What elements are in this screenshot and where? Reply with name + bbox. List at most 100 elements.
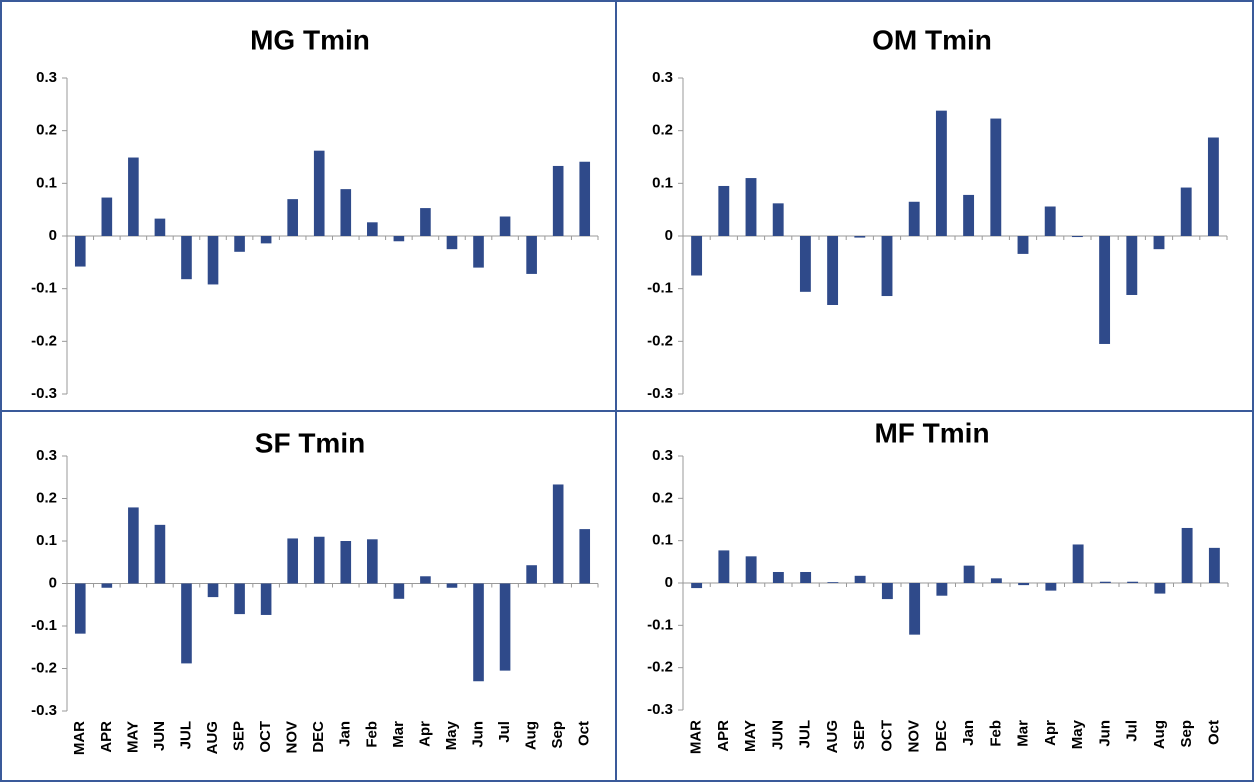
x-tick-label: May: [1069, 719, 1086, 749]
bar: [1153, 236, 1165, 250]
x-tick-label: Aug: [1151, 720, 1168, 749]
x-tick-label: JUN: [769, 720, 786, 750]
bar: [827, 582, 839, 583]
bar: [1099, 236, 1111, 344]
bar: [1207, 137, 1219, 236]
bar: [909, 583, 921, 635]
bar: [420, 208, 431, 236]
y-tick-label: -0.3: [647, 385, 673, 402]
bar: [881, 236, 893, 297]
x-tick-label: Sep: [549, 721, 566, 749]
bar: [499, 583, 511, 671]
bar: [854, 575, 866, 583]
x-tick-label: JUN: [151, 721, 168, 751]
y-tick-label: 0: [665, 574, 673, 591]
bar: [499, 216, 511, 236]
x-tick-label: MAR: [688, 720, 705, 754]
bar: [101, 197, 113, 236]
bar: [207, 236, 219, 285]
bar: [691, 583, 703, 589]
y-tick-label: -0.1: [647, 616, 673, 633]
y-tick-label: -0.2: [647, 659, 673, 676]
bar: [367, 539, 378, 584]
bar: [446, 236, 458, 250]
bar: [1017, 236, 1029, 254]
bar: [367, 222, 378, 236]
chart-title: SF Tmin: [255, 427, 365, 458]
y-tick-label: -0.1: [31, 617, 57, 634]
bar: [287, 199, 298, 236]
bar: [101, 583, 113, 588]
x-tick-label: Sep: [1178, 720, 1195, 748]
bar: [1099, 581, 1111, 583]
x-tick-label: DEC: [933, 720, 950, 752]
x-tick-label: Jul: [496, 721, 513, 743]
bar: [799, 236, 811, 292]
y-tick-label: -0.1: [647, 280, 673, 297]
y-tick-label: 0.3: [652, 69, 673, 86]
y-tick-label: 0.1: [652, 174, 673, 191]
bar: [552, 165, 564, 236]
x-tick-label: Jun: [469, 721, 486, 748]
x-tick-label: Apr: [416, 721, 433, 747]
x-tick-label: Feb: [363, 721, 380, 748]
bar: [128, 157, 139, 236]
x-tick-label: SEP: [851, 720, 868, 750]
bar: [854, 236, 866, 238]
bar: [745, 556, 757, 583]
bar: [772, 203, 784, 236]
bar: [313, 536, 325, 584]
x-tick-label: Jan: [960, 720, 977, 746]
bar: [74, 236, 86, 267]
bar: [579, 161, 591, 236]
x-tick-label: DEC: [310, 721, 327, 753]
chart-title: MG Tmin: [250, 24, 370, 55]
bar: [393, 236, 405, 242]
bar: [990, 578, 1002, 583]
bar: [340, 189, 352, 236]
bar: [1071, 236, 1083, 238]
x-tick-label: Oct: [1205, 720, 1222, 745]
bar: [936, 583, 948, 596]
bar: [234, 583, 245, 615]
y-tick-label: -0.2: [647, 332, 673, 349]
x-tick-label: Jan: [337, 721, 354, 747]
y-tick-label: 0: [49, 227, 57, 244]
bar: [990, 118, 1002, 236]
y-tick-label: 0: [665, 227, 673, 244]
bar: [128, 507, 139, 584]
bar: [745, 178, 757, 236]
bar: [963, 194, 975, 236]
y-tick-label: -0.3: [647, 701, 673, 718]
chart-title: MF Tmin: [874, 417, 989, 448]
y-tick-label: 0.3: [36, 69, 57, 86]
bar: [718, 185, 730, 236]
chart-title: OM Tmin: [872, 24, 992, 55]
bar: [287, 538, 298, 584]
y-tick-label: 0.2: [36, 489, 57, 506]
bar: [260, 236, 272, 244]
bar: [1044, 206, 1056, 236]
bar: [340, 541, 352, 584]
x-tick-label: Jun: [1096, 720, 1113, 747]
bar: [1127, 581, 1139, 583]
y-tick-label: 0.1: [652, 532, 673, 549]
x-tick-label: MAY: [742, 720, 759, 752]
y-tick-label: 0.3: [36, 447, 57, 464]
bar: [1181, 527, 1193, 583]
bar: [691, 236, 703, 276]
bar: [74, 583, 86, 634]
bar: [181, 583, 192, 664]
x-tick-label: NOV: [284, 721, 301, 754]
bar: [1072, 544, 1084, 583]
bar: [1126, 236, 1138, 295]
bar: [207, 583, 219, 598]
bar: [154, 218, 166, 236]
bar: [526, 565, 537, 584]
x-tick-label: MAY: [124, 721, 141, 753]
bar: [1154, 583, 1166, 594]
y-tick-label: -0.3: [31, 385, 57, 402]
x-tick-label: Jul: [1124, 720, 1141, 742]
